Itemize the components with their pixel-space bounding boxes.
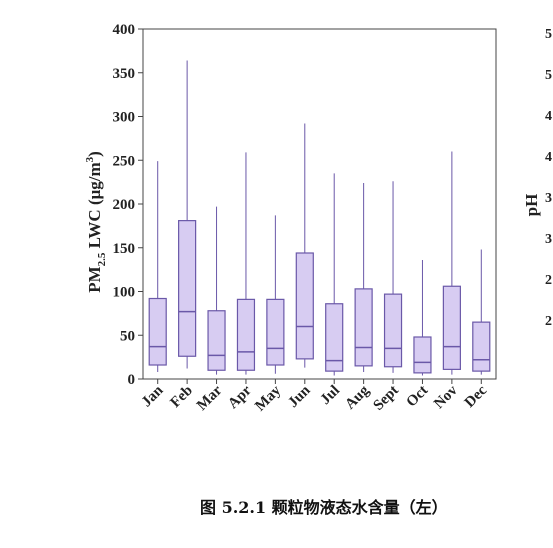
y-tick-label: 400 [113, 22, 136, 38]
y-axis-title: PM2.5 LWC (μg/m3) [84, 151, 108, 293]
x-tick-label: Feb [168, 383, 196, 411]
right-y-tick-label: 2 [545, 314, 552, 329]
x-tick-label: May [252, 382, 284, 414]
box-iqr [354, 288, 373, 367]
y-tick-label: 0 [128, 372, 136, 388]
y-tick-label: 50 [120, 328, 135, 344]
box-iqr [207, 310, 226, 371]
y-axis-main: 0 50 100 150 200 250 300 350 400 [113, 22, 497, 388]
right-y-tick-label: 5 [545, 68, 552, 83]
right-y-tick-label: 3 [545, 191, 552, 206]
x-tick-label: Jan [139, 382, 167, 410]
right-panel: 5 5 4 4 3 3 2 2 pH [522, 27, 552, 329]
right-y-tick-label: 2 [545, 273, 552, 288]
box-aug [354, 183, 373, 384]
figure-caption: 图 5.2.1 颗粒物液态水含量（左） [200, 498, 448, 517]
y-tick-label: 350 [113, 66, 136, 82]
y-tick-label: 150 [113, 241, 136, 257]
right-y-tick-label: 3 [545, 232, 552, 247]
box-may [266, 215, 285, 384]
x-tick-label: Sept [371, 383, 402, 414]
y-tick-label: 250 [113, 153, 136, 169]
box-iqr [236, 298, 256, 371]
y-tick-label: 100 [113, 285, 136, 301]
x-tick-label: Nov [431, 382, 461, 412]
box-iqr [148, 297, 167, 366]
box-iqr [472, 321, 491, 372]
box-dec [472, 249, 491, 384]
x-tick-label: Dec [462, 382, 491, 411]
box-iqr [413, 336, 432, 374]
box-iqr [383, 293, 403, 368]
box-jan [148, 161, 167, 384]
x-tick-label: Mar [194, 382, 226, 414]
box-nov [442, 151, 461, 384]
y-tick-label: 300 [113, 110, 136, 126]
box-iqr [266, 298, 285, 366]
box-apr [236, 152, 256, 384]
right-y-axis-title: pH [522, 194, 541, 217]
box-series [148, 60, 491, 384]
x-tick-label: Oct [403, 383, 431, 411]
box-mar [207, 206, 226, 384]
box-iqr [178, 220, 197, 357]
right-y-tick-label: 4 [545, 150, 552, 165]
box-iqr [325, 303, 344, 372]
right-y-tick-label: 4 [545, 109, 552, 124]
box-oct [413, 260, 432, 384]
box-iqr [442, 285, 461, 370]
x-tick-label: Apr [225, 382, 255, 412]
box-iqr [295, 252, 314, 360]
box-jul [325, 173, 344, 384]
x-tick-label: Aug [342, 382, 373, 413]
box-feb [178, 60, 197, 384]
box-sept [383, 181, 403, 384]
box-jun [295, 123, 314, 384]
y-tick-label: 200 [113, 197, 136, 213]
x-tick-label: Jul [318, 383, 343, 408]
x-tick-label: Jun [285, 382, 314, 411]
right-y-tick-label: 5 [545, 27, 552, 42]
